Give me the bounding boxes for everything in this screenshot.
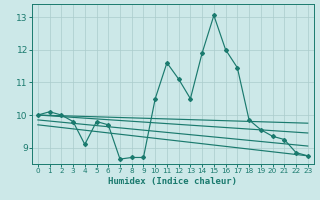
X-axis label: Humidex (Indice chaleur): Humidex (Indice chaleur) [108, 177, 237, 186]
